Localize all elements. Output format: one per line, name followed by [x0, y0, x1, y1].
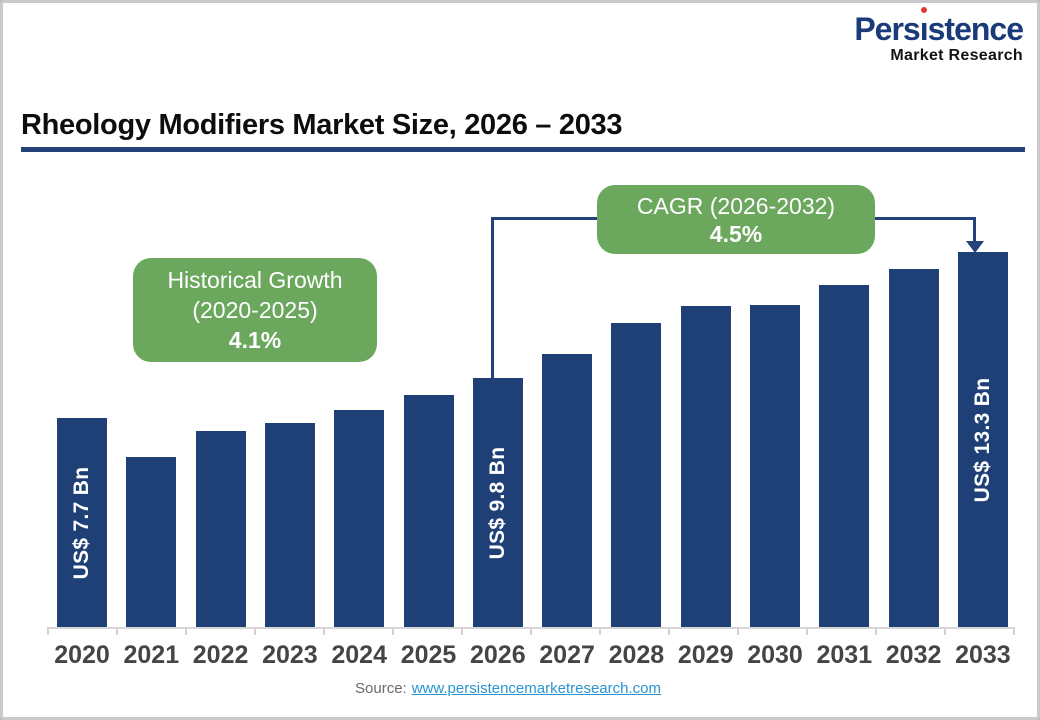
- cagr-connector-from-2026: [491, 217, 494, 378]
- bar-2022: [195, 431, 246, 627]
- cagr-connector-to-2033: [973, 217, 976, 243]
- bar-2033: US$ 13.3 Bn: [957, 252, 1008, 627]
- source-link[interactable]: www.persistencemarketresearch.com: [411, 680, 661, 697]
- brand-name-i: ı: [919, 7, 929, 47]
- bar-2020: US$ 7.7 Bn: [57, 418, 107, 627]
- x-axis-label-2029: 2029: [677, 641, 734, 669]
- bar-value-label-2020: US$ 7.7 Bn: [70, 466, 93, 579]
- x-axis-tick: [254, 627, 256, 635]
- x-axis-tick: [392, 627, 394, 635]
- x-axis-tick: [944, 627, 946, 635]
- cagr-value: 4.5%: [709, 220, 763, 247]
- brand-name-i-glyph: ı: [919, 11, 929, 47]
- x-axis-tick: [737, 627, 739, 635]
- source-line: Source: www.persistencemarketresearch.com: [3, 680, 1013, 697]
- cagr-callout: CAGR (2026-2032) 4.5%: [597, 185, 875, 254]
- x-axis-tick: [806, 627, 808, 635]
- cagr-line1: CAGR (2026-2032): [636, 192, 836, 219]
- bar-2027: [542, 354, 593, 627]
- x-axis-tick: [185, 627, 187, 635]
- brand-red-dot-icon: [920, 7, 927, 13]
- bar-2028: [611, 323, 662, 627]
- x-axis-label-2022: 2022: [192, 641, 249, 669]
- brand-tagline: Market Research: [890, 47, 1023, 64]
- brand-name-pre: Pers: [854, 11, 920, 47]
- historical-growth-line1: Historical Growth: [167, 267, 343, 293]
- x-axis-label-2025: 2025: [400, 641, 457, 669]
- x-axis-label-2032: 2032: [885, 641, 942, 669]
- x-axis-tick: [599, 627, 601, 635]
- bar-2025: [403, 395, 454, 627]
- x-axis-tick: [323, 627, 325, 635]
- x-axis-label-2033: 2033: [955, 641, 1011, 669]
- bar-value-label-2033: US$ 13.3 Bn: [970, 377, 994, 502]
- x-axis-label-2026: 2026: [469, 641, 526, 669]
- arrow-down-icon: [966, 241, 984, 253]
- bar-2021: [126, 457, 177, 627]
- x-axis-tick: [1013, 627, 1015, 635]
- bar-2031: [819, 285, 870, 627]
- bar-2026: US$ 9.8 Bn: [472, 378, 523, 627]
- x-axis-label-2020: 2020: [54, 641, 110, 669]
- brand-name: Pers ıstence: [854, 7, 1024, 47]
- x-axis-tick: [461, 627, 463, 635]
- bar-2029: [680, 306, 731, 627]
- historical-growth-value: 4.1%: [228, 327, 282, 353]
- source-prefix: Source:: [355, 680, 407, 697]
- brand-logo: Pers ıstence Market Research: [854, 7, 1024, 64]
- bar-2032: [888, 269, 939, 627]
- title-underline: [21, 147, 1025, 152]
- x-axis-label-2030: 2030: [747, 641, 803, 669]
- historical-growth-callout: Historical Growth (2020-2025) 4.1%: [133, 258, 377, 362]
- x-axis-label-2023: 2023: [262, 641, 318, 669]
- page-title: Rheology Modifiers Market Size, 2026 – 2…: [21, 109, 623, 141]
- bar-2024: [334, 410, 385, 627]
- x-axis-tick: [116, 627, 118, 635]
- brand-name-post: stence: [927, 11, 1024, 47]
- historical-growth-line2: (2020-2025): [192, 297, 318, 323]
- x-axis-tick: [47, 627, 49, 635]
- x-axis-label-2021: 2021: [123, 641, 180, 669]
- x-axis-label-2028: 2028: [608, 641, 665, 669]
- x-axis-label-2031: 2031: [816, 641, 873, 669]
- x-axis-label-2024: 2024: [331, 641, 387, 669]
- x-axis-tick: [668, 627, 670, 635]
- plot-area: Historical Growth (2020-2025) 4.1% CAGR …: [3, 3, 1037, 717]
- bar-2023: [264, 423, 315, 627]
- x-axis-tick: [875, 627, 877, 635]
- bar-value-label-2026: US$ 9.8 Bn: [485, 446, 509, 559]
- x-axis-label-2027: 2027: [539, 641, 595, 669]
- bar-2030: [750, 305, 800, 627]
- x-axis-tick: [530, 627, 532, 635]
